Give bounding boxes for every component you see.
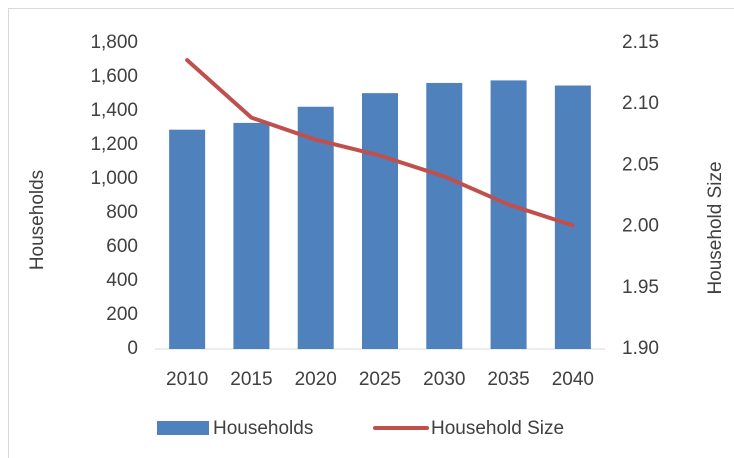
- y-tick-label: 600: [106, 236, 138, 257]
- y2-tick-label: 2.10: [622, 93, 659, 114]
- x-tick-label: 2015: [230, 369, 272, 390]
- y-tick-label: 800: [106, 202, 138, 223]
- bar: [554, 85, 591, 349]
- y-tick-label: 400: [106, 270, 138, 291]
- y-tick-label: 1,800: [90, 32, 138, 53]
- bar: [169, 129, 206, 349]
- y2-tick-label: 2.05: [622, 154, 659, 175]
- y-tick-label: 200: [106, 304, 138, 325]
- y-tick-label: 1,200: [90, 134, 138, 155]
- x-tick-label: 2030: [423, 369, 465, 390]
- legend-label: Households: [213, 418, 313, 439]
- y-tick-label: 1,000: [90, 168, 138, 189]
- x-tick-label: 2025: [359, 369, 401, 390]
- bar: [490, 80, 527, 350]
- line: [185, 58, 575, 228]
- y2-tick-label: 2.15: [622, 32, 659, 53]
- y-tick-label: 0: [127, 338, 138, 359]
- y2-tick-label: 2.00: [622, 216, 659, 237]
- legend-label: Household Size: [431, 418, 564, 439]
- bar: [297, 106, 334, 349]
- y-axis-label: Households: [27, 170, 48, 270]
- bar: [426, 82, 463, 349]
- bar: [233, 122, 270, 350]
- legend-swatch: [157, 421, 209, 435]
- x-tick-label: 2040: [552, 369, 594, 390]
- y2-tick-label: 1.95: [622, 277, 659, 298]
- bar: [362, 93, 398, 350]
- y2-axis-label: Household Size: [705, 161, 726, 294]
- y2-tick-label: 1.90: [622, 338, 659, 359]
- y-tick-label: 1,600: [90, 66, 138, 87]
- x-tick-label: 2035: [487, 369, 529, 390]
- x-tick-label: 2010: [166, 369, 208, 390]
- chart-frame: [8, 8, 734, 458]
- y-tick-label: 1,400: [90, 100, 138, 121]
- x-tick-label: 2020: [295, 369, 337, 390]
